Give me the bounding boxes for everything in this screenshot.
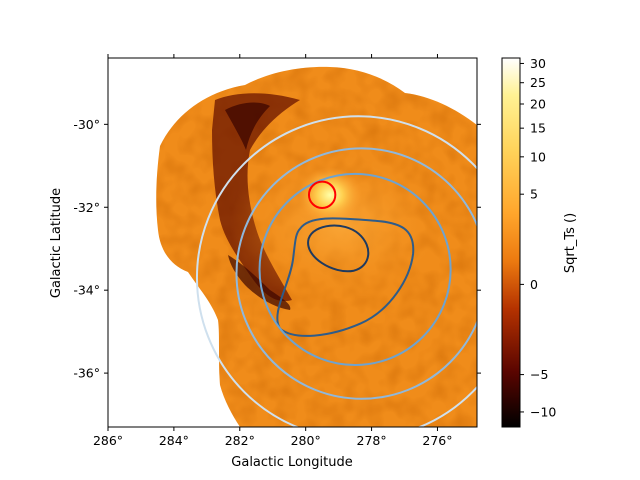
colorbar-tick-label: 20: [530, 96, 546, 111]
colorbar-gradient: [501, 57, 521, 428]
y-tick-label: -34°: [73, 283, 100, 298]
colorbar-tick-label: 15: [530, 121, 546, 136]
dark-ridge: [212, 93, 300, 302]
x-tick-label: 278°: [357, 433, 387, 448]
contour-outer: [258, 172, 452, 366]
contour-middle: [276, 217, 415, 337]
colorbar-tick-label: 30: [530, 56, 546, 71]
colorbar-ticks: 30 25 20 15 10 5 0 −5 −10: [520, 56, 556, 419]
contour-inner: [307, 224, 370, 273]
y-axis-ticks: -30° -32° -34° -36°: [73, 117, 481, 381]
colorbar-tick-label: −10: [530, 404, 556, 419]
y-tick-label: -32°: [73, 200, 100, 215]
x-tick-label: 286°: [93, 433, 123, 448]
colorbar-tick-label: −5: [530, 367, 548, 382]
x-tick-label: 276°: [422, 433, 452, 448]
colorbar-tick-label: 0: [530, 277, 538, 292]
contour-outer-3: [196, 115, 477, 427]
y-axis-label: Galactic Latitude: [49, 188, 64, 298]
colorbar-tick-label: 25: [530, 75, 546, 90]
x-axis-ticks: 286° 284° 282° 280° 278° 276°: [93, 54, 453, 448]
y-tick-label: -30°: [73, 117, 100, 132]
peak-marker-circle: [307, 180, 337, 209]
contour-layer: [196, 115, 477, 427]
colorbar-tick-label: 5: [530, 187, 538, 202]
x-axis-label: Galactic Longitude: [231, 455, 352, 470]
plot-frame: [107, 57, 478, 428]
colorbar-label: Sqrt_Ts (): [563, 213, 578, 273]
x-tick-label: 284°: [159, 433, 189, 448]
x-tick-label: 282°: [225, 433, 255, 448]
plot-area: [156, 66, 477, 427]
heatmap-image: [156, 66, 477, 427]
colorbar-tick-label: 10: [530, 149, 546, 164]
colorbar: 30 25 20 15 10 5 0 −5 −10 Sqrt_Ts (): [501, 56, 578, 428]
contour-outer-2: [235, 147, 477, 400]
y-tick-label: -36°: [73, 366, 100, 381]
x-tick-label: 280°: [291, 433, 321, 448]
